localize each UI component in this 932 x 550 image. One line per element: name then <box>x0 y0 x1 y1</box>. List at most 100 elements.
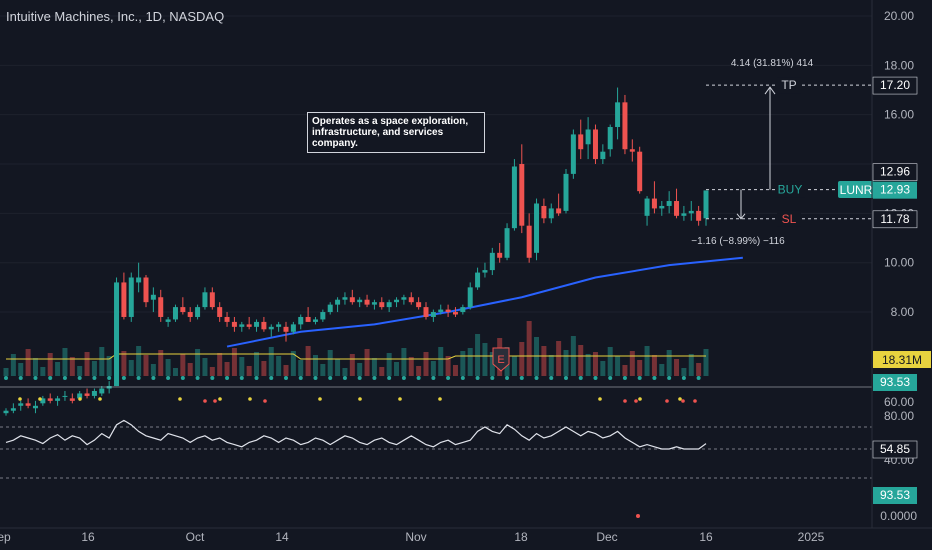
indicator-dot <box>446 376 451 380</box>
candle-body <box>511 166 517 229</box>
candle-body <box>401 297 407 300</box>
candle-body <box>452 312 458 315</box>
indicator-dot <box>269 376 274 380</box>
candle-body <box>3 410 9 414</box>
candle-body <box>62 395 68 397</box>
candle-body <box>342 297 348 300</box>
rsi-value-tag: 54.85 <box>880 442 910 456</box>
volume-bar <box>84 352 90 376</box>
indicator-dot <box>431 376 436 380</box>
volume-bar <box>195 349 201 376</box>
indicator-dot <box>667 376 672 380</box>
time-tick: Oct <box>186 530 205 544</box>
volume-bar <box>62 348 68 376</box>
volume-bar <box>364 349 370 376</box>
volume-bar <box>644 346 650 376</box>
volume-bar <box>47 353 53 376</box>
volume-bar <box>143 355 149 376</box>
candle-body <box>239 324 245 327</box>
earnings-marker-label: E <box>497 354 504 366</box>
indicator-dot <box>318 397 322 401</box>
volume-bar <box>467 348 473 376</box>
indicator-dot <box>696 376 701 380</box>
entry-price-tag-bg <box>872 163 918 181</box>
volume-bar <box>106 356 112 376</box>
candle-body <box>534 203 540 253</box>
candle-body <box>629 149 635 152</box>
volume-bar <box>25 349 31 376</box>
candle-body <box>47 398 53 401</box>
target-arrow-head <box>764 86 776 95</box>
buy-label-bg <box>775 181 805 198</box>
volume-bar <box>158 350 164 376</box>
indicator-dot <box>387 376 392 380</box>
indicator3-tag-bg <box>873 487 917 504</box>
candle-body <box>674 201 680 216</box>
candle-body <box>438 309 444 313</box>
volume-bar <box>327 350 333 376</box>
candle-body <box>180 307 186 313</box>
indicator-dot <box>78 397 82 401</box>
candle-body <box>570 134 576 174</box>
indicator-dot <box>638 397 642 401</box>
volume-bar <box>600 361 606 376</box>
candle-body <box>475 272 481 288</box>
indicator3-tag: 93.53 <box>880 488 910 502</box>
indicator-dot <box>490 376 495 380</box>
volume-bar <box>666 350 672 376</box>
indicator-dot <box>342 376 347 380</box>
volume-bar <box>209 367 215 376</box>
volume-bar <box>452 365 458 376</box>
tp-label-bg <box>777 77 801 94</box>
indicator-dot <box>62 376 67 380</box>
volume-bar <box>526 321 532 376</box>
annotation-note[interactable]: Operates as a space exploration, infrast… <box>307 112 485 153</box>
indicator-dot <box>398 397 402 401</box>
moving-average-line <box>226 256 743 348</box>
volume-bar <box>541 346 547 376</box>
indicator-dot <box>665 399 669 403</box>
indicator-dot <box>18 376 23 380</box>
volume-bar <box>703 349 709 376</box>
volume-bar <box>276 356 282 376</box>
indicator-dot <box>4 376 8 380</box>
tp-label: TP <box>781 78 796 92</box>
indicator-dot <box>578 376 583 380</box>
last-price-tag-bg <box>873 181 917 199</box>
candle-body <box>55 398 61 401</box>
volume-bar <box>77 366 83 376</box>
volume-bar <box>607 347 613 376</box>
candle-body <box>305 316 311 322</box>
volume-bar <box>688 354 694 376</box>
volume-bar <box>578 345 584 376</box>
volume-bar <box>386 353 392 376</box>
indicator-dot <box>284 376 288 380</box>
indicator-dot <box>151 376 156 380</box>
price-tick: 16.00 <box>884 108 914 122</box>
volume-bar <box>55 362 61 376</box>
candle-body <box>224 316 230 322</box>
indicator1-level: 60.00 <box>884 395 914 409</box>
volume-bar <box>489 352 495 376</box>
indicator-dot <box>438 397 442 401</box>
price-tick: 10.00 <box>884 256 914 270</box>
candle-body <box>114 282 120 387</box>
candle-body <box>128 277 134 317</box>
indicator-dot <box>203 399 207 403</box>
indicator-dot <box>107 376 112 380</box>
volume-bar <box>585 354 591 376</box>
indicator-dot <box>534 376 539 380</box>
volume-bar <box>401 348 407 376</box>
volume-bar <box>180 354 186 376</box>
stop-arrow-head <box>736 213 746 220</box>
candle-body <box>32 405 38 409</box>
time-tick: 16 <box>699 530 713 544</box>
volume-bar <box>224 362 230 376</box>
indicator-dot <box>178 397 182 401</box>
position-overlay: E 4.14 (31.81%) 414 −1.16 (−8.99%) −116 TP B… <box>492 58 874 372</box>
candle-body <box>69 398 75 401</box>
candle-body <box>327 304 333 313</box>
indicator-dot <box>358 397 362 401</box>
